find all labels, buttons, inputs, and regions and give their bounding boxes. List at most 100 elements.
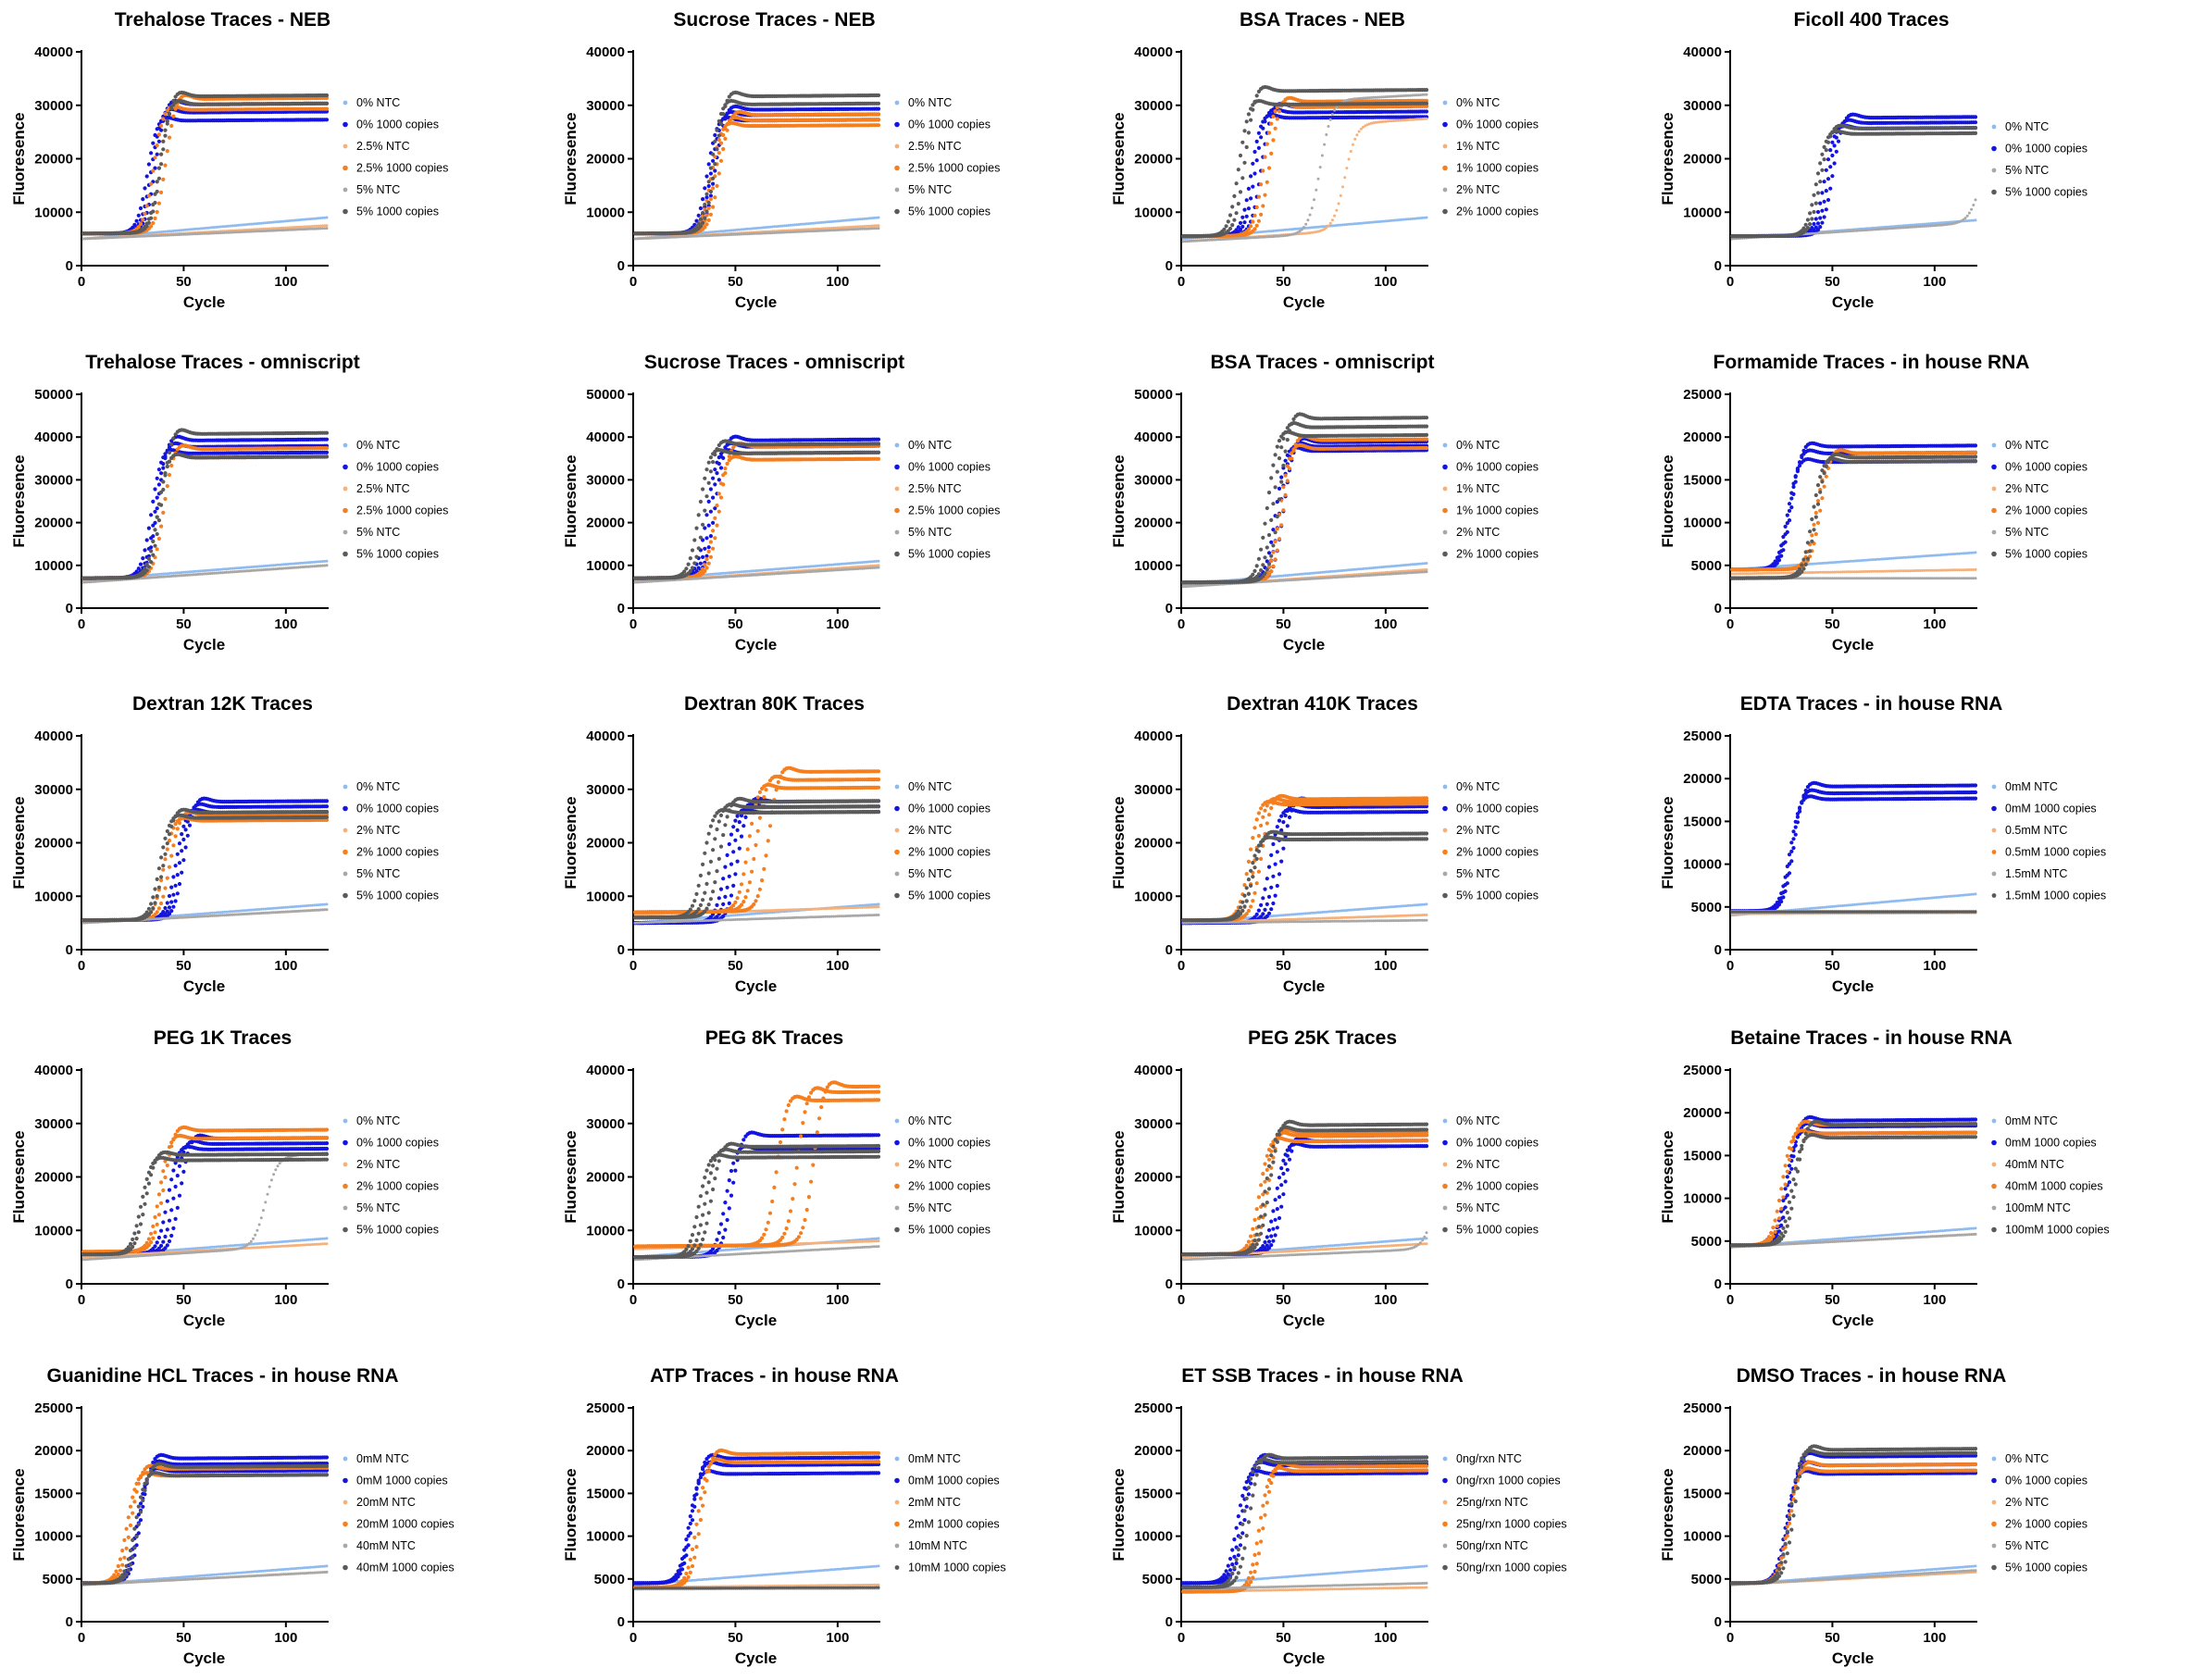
data-point [1263, 156, 1266, 159]
legend-entry: 5% 1000 copies [2005, 186, 2088, 199]
legend-marker [1443, 101, 1448, 106]
data-point [1812, 222, 1815, 226]
x-axis-label: Cycle [1283, 293, 1325, 311]
y-tick-label: 40000 [1683, 44, 1722, 60]
data-point [711, 186, 715, 190]
data-point [1242, 208, 1246, 212]
data-point [159, 191, 163, 194]
y-tick-label: 0 [66, 258, 73, 274]
legend-entry: 2% 1000 copies [1456, 205, 1539, 218]
series-5-1000-copies [1730, 124, 1977, 239]
data-point [1306, 218, 1309, 221]
data-point [721, 133, 725, 137]
data-point [1257, 131, 1261, 135]
data-point [1301, 229, 1303, 231]
data-point [701, 221, 704, 225]
data-point [713, 195, 717, 199]
data-point [1323, 143, 1326, 146]
legend-entry: 2.5% 1000 copies [356, 162, 448, 175]
data-point [163, 112, 167, 116]
data-point [1237, 168, 1240, 171]
legend-entry: 0% NTC [2005, 120, 2049, 133]
y-tick-label: 0 [617, 258, 625, 274]
data-point [139, 222, 143, 226]
data-point [153, 201, 156, 205]
data-point [1820, 168, 1824, 172]
data-point [877, 112, 880, 116]
data-point [1833, 143, 1837, 147]
data-point [163, 129, 167, 132]
data-point [1230, 223, 1234, 227]
data-point [1261, 168, 1265, 172]
data-point [325, 102, 329, 106]
data-point [707, 201, 711, 205]
data-point [1259, 135, 1263, 139]
data-point [325, 93, 329, 97]
chart-title: BSA Traces - NEB [1240, 9, 1405, 31]
data-point [1331, 218, 1334, 221]
data-point [1245, 145, 1249, 149]
data-point [1426, 118, 1428, 120]
data-point [163, 134, 167, 138]
data-point [1239, 221, 1242, 225]
chart-title: Ficoll 400 Traces [1793, 9, 1949, 31]
data-point [145, 224, 149, 228]
data-point [1267, 166, 1271, 169]
data-point [726, 99, 729, 103]
data-point [1253, 150, 1256, 154]
data-point [1426, 217, 1428, 219]
data-point [1823, 180, 1826, 183]
data-point [1348, 158, 1351, 161]
series-5-ntc [1731, 198, 1977, 240]
data-point [1820, 221, 1824, 225]
data-point [1825, 207, 1828, 211]
legend-marker [1443, 144, 1448, 149]
data-point [1232, 194, 1236, 198]
data-point [1818, 225, 1822, 229]
data-point [1974, 126, 1977, 130]
data-point [156, 210, 159, 214]
data-point [1968, 212, 1971, 215]
data-point [1309, 214, 1312, 217]
data-point [711, 205, 715, 209]
data-point [1830, 154, 1834, 157]
x-tick-label: 50 [728, 274, 743, 290]
data-point [877, 107, 880, 111]
data-point [157, 202, 161, 205]
data-point [1814, 182, 1818, 186]
data-point [325, 118, 329, 121]
data-point [1340, 194, 1342, 197]
data-point [703, 217, 706, 220]
y-tick-label: 10000 [586, 205, 625, 220]
data-point [878, 217, 880, 219]
data-point [709, 197, 713, 201]
data-point [159, 124, 163, 128]
data-point [709, 213, 713, 217]
data-point [701, 211, 704, 215]
data-point [717, 133, 721, 137]
data-point [699, 218, 703, 221]
data-point [1972, 204, 1975, 206]
legend-marker [1991, 146, 1997, 152]
data-point [161, 117, 165, 120]
data-point [1816, 171, 1820, 175]
data-point [1358, 131, 1361, 133]
data-point [726, 129, 729, 132]
data-point [1425, 102, 1428, 106]
y-tick-label: 40000 [1134, 44, 1173, 60]
data-point [149, 217, 153, 220]
data-point [1247, 112, 1251, 116]
data-point [1239, 190, 1242, 193]
data-point [1825, 148, 1828, 152]
data-point [697, 214, 701, 218]
data-point [1302, 226, 1305, 229]
data-point [719, 159, 723, 163]
y-tick-label: 10000 [34, 558, 73, 574]
y-tick-label: 0 [1165, 258, 1173, 274]
chart-title: Sucrose Traces - NEB [673, 9, 875, 31]
data-point [1816, 221, 1820, 225]
data-point [719, 142, 723, 145]
data-point [1271, 138, 1275, 142]
